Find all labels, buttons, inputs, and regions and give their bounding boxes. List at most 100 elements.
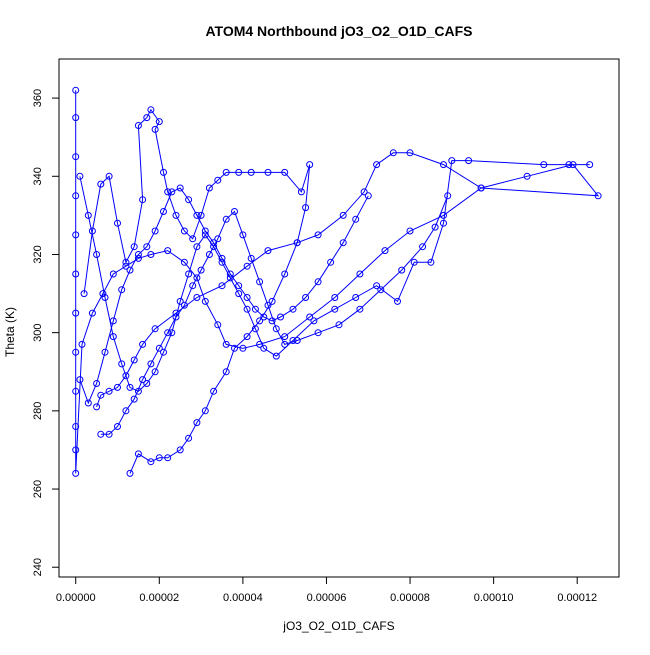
data-point [185, 270, 193, 278]
data-point [235, 168, 243, 176]
y-tick-label: 300 [32, 323, 44, 341]
data-series [76, 184, 372, 407]
data-point [134, 450, 142, 458]
data-point [168, 329, 176, 337]
data-point [72, 86, 80, 94]
data-point [197, 211, 205, 219]
data-point [214, 235, 222, 243]
data-point [256, 317, 264, 325]
y-axis-label: Theta (K) [3, 307, 17, 357]
data-point [264, 247, 272, 255]
data-point [389, 149, 397, 157]
data-point [134, 251, 142, 258]
data-point [114, 219, 121, 227]
data-point [205, 184, 213, 192]
data-point [105, 172, 113, 180]
data-point [398, 266, 406, 274]
data-point [72, 469, 80, 477]
data-point [109, 270, 117, 278]
data-point [381, 247, 389, 255]
data-point [176, 184, 184, 192]
y-tick-label: 280 [32, 402, 44, 420]
data-point [155, 118, 163, 126]
data-point [201, 227, 209, 235]
data-point [427, 258, 435, 266]
data-point [565, 161, 573, 169]
data-point [314, 278, 322, 286]
data-point [477, 184, 485, 192]
data-point [134, 122, 142, 129]
data-point [164, 247, 172, 255]
data-point [339, 239, 347, 247]
data-point [130, 356, 138, 364]
data-point [231, 208, 238, 215]
data-point [72, 446, 80, 454]
data-point [360, 188, 368, 196]
data-point [139, 196, 147, 204]
data-point [97, 180, 105, 188]
data-point [594, 192, 602, 200]
data-point [210, 387, 218, 395]
data-point [109, 317, 117, 325]
data-point [586, 161, 594, 169]
data-point [222, 168, 230, 176]
data-point [243, 294, 251, 301]
data-point [72, 153, 80, 161]
data-point [214, 176, 222, 184]
data-point [302, 204, 310, 212]
data-point [239, 344, 247, 352]
data-point [251, 305, 259, 313]
data-point [231, 344, 238, 352]
data-point [331, 294, 339, 301]
data-point [356, 270, 364, 278]
data-point [293, 239, 301, 247]
data-point [264, 168, 272, 176]
data-point [210, 239, 218, 247]
data-point [247, 254, 255, 262]
y-axis: 240 260 280 300 320 340 360 [32, 89, 60, 576]
data-point [172, 211, 180, 219]
series-line [83, 108, 311, 474]
data-point [222, 215, 230, 223]
data-point [281, 270, 289, 278]
data-point [164, 329, 172, 337]
data-point [80, 290, 88, 298]
data-point [72, 114, 80, 122]
data-point [160, 168, 167, 176]
data-point [151, 325, 159, 333]
series-layer [72, 86, 602, 477]
data-point [218, 282, 226, 290]
data-point [139, 340, 147, 348]
data-point [243, 305, 251, 313]
data-point [143, 243, 151, 251]
y-tick-label: 360 [32, 89, 44, 107]
data-point [143, 380, 151, 387]
data-point [76, 172, 84, 180]
data-point [172, 313, 180, 321]
data-point [448, 157, 456, 165]
data-point [143, 114, 151, 122]
data-point [440, 161, 447, 169]
data-point [160, 208, 167, 215]
data-point [72, 270, 80, 278]
data-point [109, 333, 117, 341]
data-point [118, 360, 126, 368]
data-point [218, 254, 226, 262]
data-point [272, 325, 280, 333]
y-tick-label: 260 [32, 480, 44, 498]
data-point [352, 215, 360, 223]
data-point [72, 231, 80, 239]
data-point [235, 282, 243, 290]
data-point [72, 192, 80, 200]
data-point [72, 309, 80, 317]
data-point [84, 211, 92, 219]
data-point [260, 313, 268, 321]
data-point [277, 313, 284, 321]
x-tick-label: 0.00008 [390, 592, 430, 604]
data-point [122, 372, 130, 380]
data-point [118, 286, 126, 294]
data-series [80, 106, 314, 477]
x-tick-label: 0.00000 [56, 592, 96, 604]
